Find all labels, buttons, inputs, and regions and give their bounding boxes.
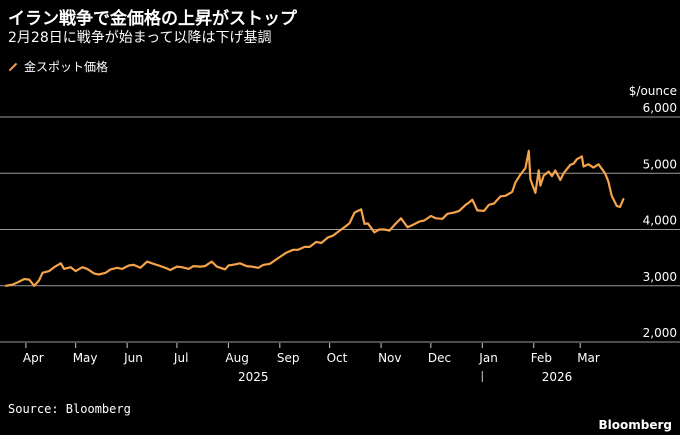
- year-label: 2025: [238, 370, 269, 384]
- x-tick-label: Oct: [327, 351, 348, 365]
- y-tick-label: 4,000: [643, 214, 677, 228]
- x-tick-label: Dec: [428, 351, 451, 365]
- brand-logo: Bloomberg: [598, 418, 673, 432]
- series-line-gold-spot: [4, 149, 625, 287]
- chart-title: イラン戦争で金価格の上昇がストップ: [8, 9, 297, 29]
- x-tick-label: Apr: [23, 351, 44, 365]
- y-unit-label: $/ounce: [629, 84, 677, 98]
- x-tick-label: Jan: [478, 351, 498, 365]
- x-tick-label: Sep: [277, 351, 300, 365]
- x-tick-label: Nov: [378, 351, 401, 365]
- legend: 金スポット価格: [8, 58, 108, 75]
- year-label: 2026: [542, 370, 573, 384]
- y-tick-label: 5,000: [643, 157, 677, 171]
- x-tick-label: Jul: [173, 351, 188, 365]
- legend-label: 金スポット価格: [24, 60, 109, 74]
- x-tick-label: May: [73, 351, 98, 365]
- y-tick-label: 6,000: [643, 101, 677, 115]
- x-tick-label: Mar: [577, 351, 600, 365]
- x-tick-label: Aug: [225, 351, 248, 365]
- y-tick-label: 2,000: [643, 326, 677, 340]
- y-tick-label: 3,000: [643, 270, 677, 284]
- x-tick-label: Feb: [531, 351, 552, 365]
- chart-subtitle: 2月28日に戦争が始まって以降は下げ基調: [8, 30, 272, 46]
- x-tick-label: Jun: [123, 351, 143, 365]
- source-note: Source: Bloomberg: [8, 402, 131, 416]
